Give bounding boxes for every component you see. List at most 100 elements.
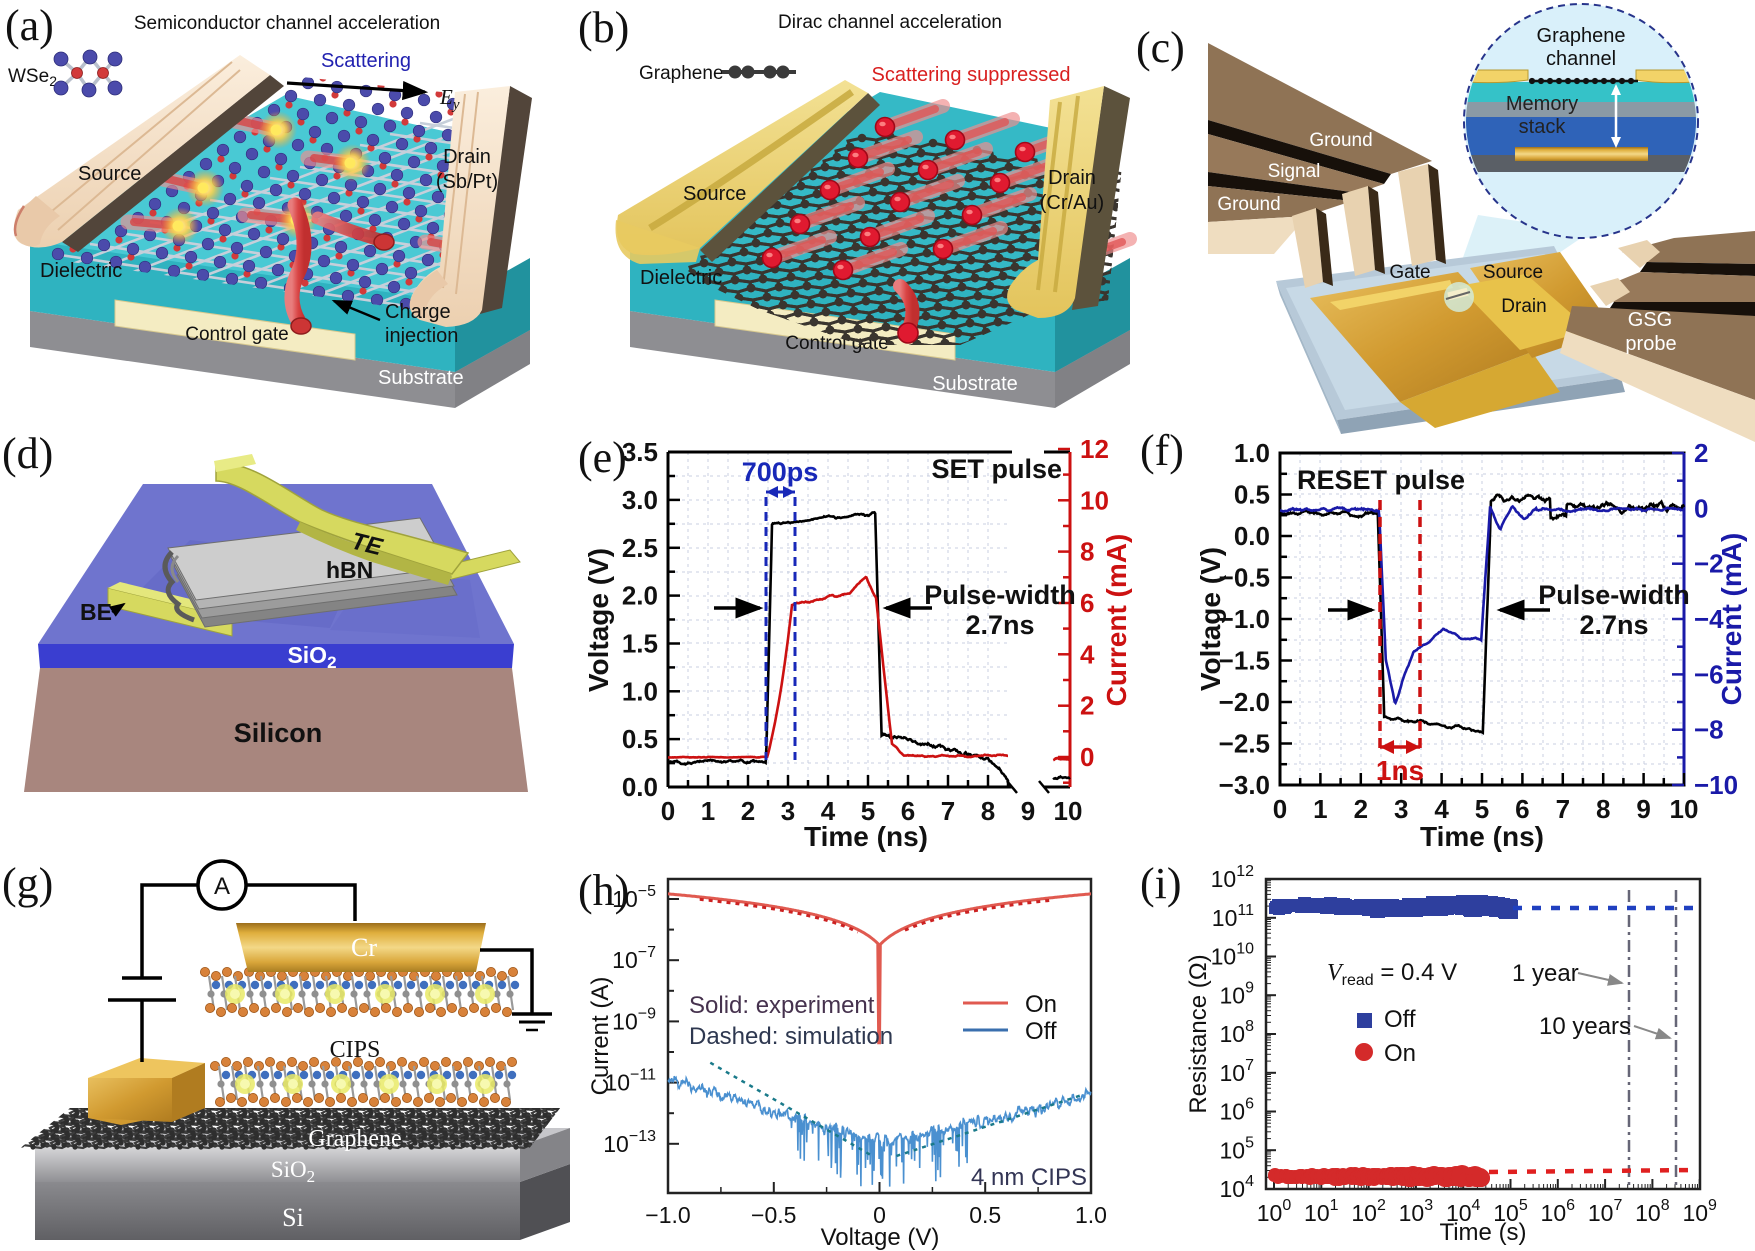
svg-text:2.7ns: 2.7ns bbox=[965, 610, 1034, 640]
svg-text:Time (ns): Time (ns) bbox=[1420, 821, 1544, 852]
svg-text:RESET pulse: RESET pulse bbox=[1297, 465, 1465, 495]
svg-text:Source: Source bbox=[1483, 262, 1543, 283]
svg-text:9: 9 bbox=[1021, 796, 1035, 826]
svg-text:6: 6 bbox=[1080, 588, 1094, 618]
svg-text:0.0: 0.0 bbox=[1234, 521, 1270, 551]
svg-text:Graphene: Graphene bbox=[639, 63, 724, 84]
svg-text:On: On bbox=[1025, 991, 1057, 1018]
svg-text:Current (mA): Current (mA) bbox=[1101, 534, 1132, 707]
svg-text:4 nm CIPS: 4 nm CIPS bbox=[971, 1164, 1087, 1191]
svg-text:injection: injection bbox=[385, 325, 458, 347]
svg-text:Time (ns): Time (ns) bbox=[804, 821, 928, 852]
svg-text:(Sb/Pt): (Sb/Pt) bbox=[436, 171, 498, 193]
svg-text:Source: Source bbox=[78, 163, 141, 185]
svg-text:12: 12 bbox=[1080, 434, 1109, 464]
svg-text:Dirac channel acceleration: Dirac channel acceleration bbox=[778, 12, 1002, 33]
svg-text:8: 8 bbox=[1080, 537, 1094, 567]
svg-text:Si: Si bbox=[282, 1203, 304, 1232]
svg-text:CIPS: CIPS bbox=[330, 1037, 381, 1063]
svg-text:Resistance (Ω): Resistance (Ω) bbox=[1185, 954, 1212, 1113]
svg-text:SiO2: SiO2 bbox=[271, 1157, 315, 1186]
svg-text:Control gate: Control gate bbox=[185, 324, 289, 345]
svg-text:2.0: 2.0 bbox=[622, 581, 658, 611]
svg-text:Substrate: Substrate bbox=[378, 367, 464, 389]
svg-text:−0.5: −0.5 bbox=[751, 1202, 796, 1228]
svg-text:Graphene: Graphene bbox=[1537, 25, 1626, 47]
svg-text:Voltage (V): Voltage (V) bbox=[583, 548, 614, 692]
svg-text:(e): (e) bbox=[578, 433, 627, 482]
svg-text:BE: BE bbox=[80, 599, 112, 625]
svg-text:3: 3 bbox=[1394, 794, 1408, 824]
svg-text:0.5: 0.5 bbox=[969, 1202, 1001, 1228]
svg-text:2: 2 bbox=[1354, 794, 1368, 824]
svg-text:(g): (g) bbox=[2, 859, 53, 908]
svg-text:Off: Off bbox=[1025, 1018, 1057, 1045]
svg-text:700ps: 700ps bbox=[742, 457, 819, 487]
svg-text:GSG: GSG bbox=[1628, 309, 1672, 331]
svg-text:0: 0 bbox=[661, 796, 675, 826]
svg-text:Charge: Charge bbox=[385, 301, 451, 323]
svg-text:SET pulse: SET pulse bbox=[931, 454, 1062, 484]
svg-text:−0.5: −0.5 bbox=[1219, 563, 1270, 593]
svg-text:Silicon: Silicon bbox=[234, 718, 323, 748]
svg-text:2: 2 bbox=[1080, 691, 1094, 721]
svg-text:−1.5: −1.5 bbox=[1219, 646, 1270, 676]
svg-text:−2.5: −2.5 bbox=[1219, 729, 1270, 759]
svg-text:Graphene: Graphene bbox=[308, 1126, 401, 1152]
svg-text:8: 8 bbox=[981, 796, 995, 826]
svg-text:−1.0: −1.0 bbox=[645, 1202, 690, 1228]
svg-text:0: 0 bbox=[1694, 493, 1708, 523]
svg-text:(d): (d) bbox=[2, 429, 53, 478]
svg-text:3.0: 3.0 bbox=[622, 485, 658, 515]
svg-text:5: 5 bbox=[1475, 794, 1489, 824]
svg-text:2: 2 bbox=[1694, 438, 1708, 468]
svg-text:2: 2 bbox=[741, 796, 755, 826]
svg-text:Pulse-width: Pulse-width bbox=[924, 580, 1076, 610]
svg-text:channel: channel bbox=[1546, 48, 1616, 70]
svg-text:0.5: 0.5 bbox=[1234, 480, 1270, 510]
svg-text:5: 5 bbox=[861, 796, 875, 826]
svg-text:Drain: Drain bbox=[1048, 167, 1096, 189]
svg-text:7: 7 bbox=[1556, 794, 1570, 824]
svg-text:2.5: 2.5 bbox=[622, 533, 658, 563]
svg-text:Substrate: Substrate bbox=[932, 373, 1018, 395]
svg-text:8: 8 bbox=[1596, 794, 1610, 824]
svg-text:1ns: 1ns bbox=[1376, 755, 1424, 786]
svg-text:Control gate: Control gate bbox=[785, 333, 889, 354]
svg-text:Signal: Signal bbox=[1268, 161, 1321, 182]
svg-text:Current (A): Current (A) bbox=[587, 977, 614, 1096]
svg-text:hBN: hBN bbox=[326, 557, 373, 583]
svg-text:−8: −8 bbox=[1694, 715, 1724, 745]
svg-text:(c): (c) bbox=[1136, 23, 1185, 72]
svg-text:Dielectric: Dielectric bbox=[640, 267, 722, 289]
svg-text:1.0: 1.0 bbox=[1075, 1202, 1107, 1228]
svg-text:Dielectric: Dielectric bbox=[40, 260, 122, 282]
svg-text:3: 3 bbox=[781, 796, 795, 826]
svg-text:0: 0 bbox=[1080, 742, 1094, 772]
svg-text:Ey: Ey bbox=[439, 85, 460, 113]
svg-text:Source: Source bbox=[683, 183, 746, 205]
svg-text:0.5: 0.5 bbox=[622, 724, 658, 754]
svg-text:4: 4 bbox=[821, 796, 836, 826]
svg-text:stack: stack bbox=[1519, 116, 1567, 138]
svg-text:Voltage (V): Voltage (V) bbox=[1195, 547, 1226, 691]
svg-text:Voltage (V): Voltage (V) bbox=[821, 1224, 940, 1251]
svg-text:(i): (i) bbox=[1140, 859, 1182, 908]
svg-text:3.5: 3.5 bbox=[622, 437, 658, 467]
svg-text:Current (mA): Current (mA) bbox=[1716, 533, 1747, 706]
svg-text:Cr: Cr bbox=[351, 933, 377, 962]
svg-text:1: 1 bbox=[1313, 794, 1327, 824]
svg-text:WSe2: WSe2 bbox=[8, 66, 57, 89]
svg-text:−2.0: −2.0 bbox=[1219, 687, 1270, 717]
svg-text:0: 0 bbox=[1273, 794, 1287, 824]
svg-text:Scattering suppressed: Scattering suppressed bbox=[871, 64, 1070, 86]
svg-text:−2: −2 bbox=[1694, 549, 1724, 579]
svg-text:4: 4 bbox=[1434, 794, 1449, 824]
svg-text:10: 10 bbox=[1080, 485, 1109, 515]
svg-text:−4: −4 bbox=[1694, 604, 1724, 634]
svg-text:(a): (a) bbox=[5, 1, 54, 50]
svg-text:2.7ns: 2.7ns bbox=[1579, 610, 1648, 640]
svg-text:6: 6 bbox=[901, 796, 915, 826]
svg-text:(f): (f) bbox=[1140, 426, 1184, 475]
svg-text:A: A bbox=[214, 873, 230, 900]
